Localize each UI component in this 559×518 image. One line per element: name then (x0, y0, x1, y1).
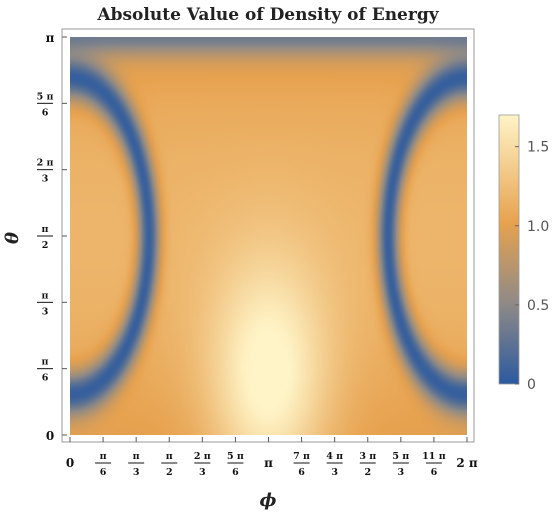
y-tick-label: π (46, 31, 55, 45)
x-tick-label-denominator: 3 (398, 467, 405, 478)
heatmap-surface (70, 37, 467, 435)
x-tick-label-numerator: 11 π (422, 451, 446, 462)
x-tick-label-denominator: 3 (133, 467, 140, 478)
colorbar-tick-label: 0 (527, 377, 536, 393)
y-tick-label-denominator: 2 (42, 240, 49, 251)
y-tick-label-denominator: 3 (42, 306, 49, 317)
y-tick-label-denominator: 6 (42, 107, 49, 118)
x-tick-label-denominator: 2 (166, 467, 173, 478)
chart-title: Absolute Value of Density of Energy (96, 5, 439, 25)
y-tick-label-numerator: π (42, 290, 49, 301)
y-tick-label-denominator: 3 (42, 174, 49, 185)
y-tick-label-numerator: π (42, 357, 49, 368)
x-tick-label-denominator: 6 (232, 467, 239, 478)
x-tick-label-denominator: 6 (100, 467, 107, 478)
x-tick-label-denominator: 3 (199, 467, 206, 478)
x-tick-label: 2 π (456, 456, 478, 470)
y-tick-label-numerator: 2 π (37, 158, 54, 169)
x-tick-label-numerator: 4 π (326, 451, 343, 462)
x-tick-label-numerator: 2 π (194, 451, 211, 462)
x-tick-label-numerator: 5 π (227, 451, 244, 462)
x-tick-label-numerator: 7 π (293, 451, 310, 462)
colorbar-ticks: 0 0.5 1.0 1.5 (515, 140, 549, 393)
colorbar-tick-label: 1.5 (527, 140, 549, 156)
x-tick-label-denominator: 6 (431, 467, 438, 478)
x-tick-label-numerator: 3 π (359, 451, 376, 462)
x-axis-label: ϕ (260, 490, 277, 511)
x-tick-label-numerator: π (166, 451, 173, 462)
y-tick-label-denominator: 6 (42, 373, 49, 384)
x-tick-label-numerator: 5 π (392, 451, 409, 462)
x-tick-label: 0 (66, 456, 74, 470)
y-tick-label: 0 (46, 429, 54, 443)
colorbar-tick-label: 0.5 (527, 298, 549, 314)
y-axis-label: θ (2, 232, 23, 244)
x-tick-label-denominator: 3 (331, 467, 338, 478)
x-axis: 0 π 6 π 3 π 2 2 π 3 5 π 6 π 7 π 6 4 π 3 3 π 2 5 π 3 11 π 6 2 π (66, 437, 478, 478)
x-tick-label-numerator: π (133, 451, 140, 462)
x-tick-label-numerator: π (100, 451, 107, 462)
y-tick-label-numerator: 5 π (37, 91, 54, 102)
y-tick-label-numerator: π (42, 224, 49, 235)
x-tick-label-denominator: 2 (364, 467, 371, 478)
colorbar (498, 114, 520, 385)
x-tick-label-denominator: 6 (298, 467, 305, 478)
x-tick-label: π (264, 456, 273, 470)
y-axis: 0 π 6 π 3 π 2 2 π 3 5 π 6 π (37, 31, 67, 443)
colorbar-tick-label: 1.0 (527, 219, 549, 235)
